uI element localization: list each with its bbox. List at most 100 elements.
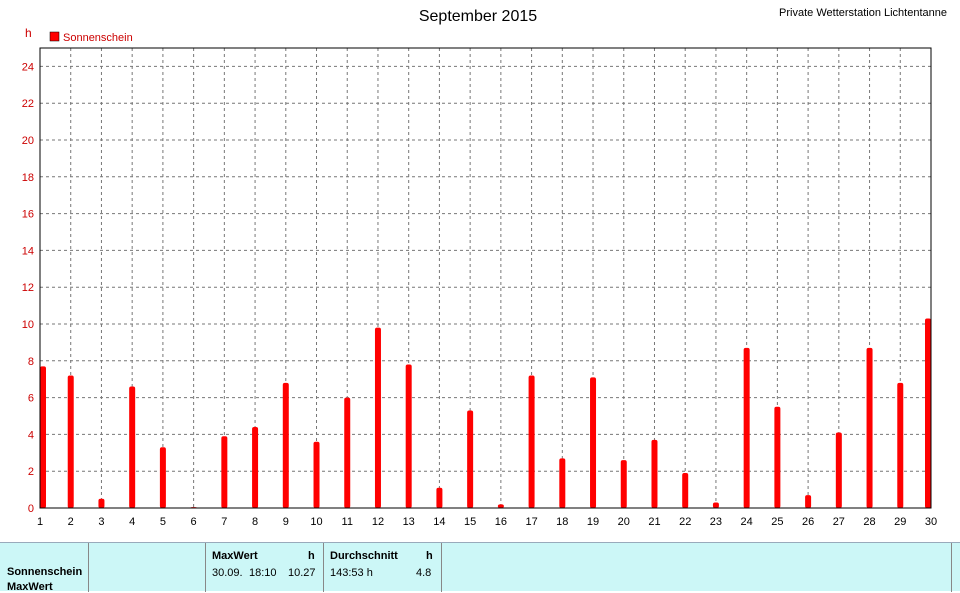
x-tick-label: 14 xyxy=(433,516,445,528)
x-tick-label: 12 xyxy=(372,516,384,528)
sunshine-bar xyxy=(497,504,504,508)
stats-filler-cell xyxy=(442,543,952,592)
y-tick-label: 22 xyxy=(22,98,34,110)
sunshine-bar xyxy=(282,382,289,508)
sunshine-bar xyxy=(467,410,474,508)
max-unit: h xyxy=(308,550,315,562)
y-tick-label: 4 xyxy=(28,429,34,441)
x-tick-label: 10 xyxy=(310,516,322,528)
chart-title: September 2015 xyxy=(419,8,537,25)
sunshine-bar xyxy=(835,432,842,508)
sunshine-bar xyxy=(925,318,931,508)
x-tick-label: 3 xyxy=(98,516,104,528)
stats-row-label-sunshine: Sonnenschein xyxy=(7,566,83,578)
stats-max-cell: MaxWert h 30.09. 18:10 10.27 xyxy=(206,543,324,592)
y-tick-label: 10 xyxy=(22,319,34,331)
x-tick-label: 27 xyxy=(833,516,845,528)
x-tick-label: 4 xyxy=(129,516,135,528)
sunshine-bar xyxy=(774,406,781,508)
sunshine-bar xyxy=(866,347,873,508)
sunshine-chart: September 2015 Private Wetterstation Lic… xyxy=(22,7,947,528)
stats-panel: Sonnenschein MaxWert MaxWert h 30.09. 18… xyxy=(0,542,960,593)
y-tick-label: 16 xyxy=(22,209,34,221)
sunshine-bar xyxy=(313,441,320,508)
sunshine-bar xyxy=(712,502,719,508)
legend-label: Sonnenschein xyxy=(63,32,133,44)
x-tick-label: 19 xyxy=(587,516,599,528)
sunshine-bar xyxy=(559,458,566,508)
x-tick-label: 26 xyxy=(802,516,814,528)
max-header: MaxWert xyxy=(212,550,258,562)
x-tick-label: 24 xyxy=(741,516,753,528)
x-tick-label: 9 xyxy=(283,516,289,528)
y-tick-label: 24 xyxy=(22,61,34,73)
bar-series xyxy=(40,318,931,509)
station-name: Private Wetterstation Lichtentanne xyxy=(779,7,947,19)
sunshine-bar xyxy=(436,487,443,508)
x-tick-label: 18 xyxy=(556,516,568,528)
max-date: 30.09. xyxy=(212,567,243,579)
x-tick-label: 23 xyxy=(710,516,722,528)
plot-frame xyxy=(39,47,932,509)
x-tick-label: 22 xyxy=(679,516,691,528)
x-tick-label: 15 xyxy=(464,516,476,528)
sunshine-bar xyxy=(98,498,105,508)
max-value: 10.27 xyxy=(288,567,316,579)
x-tick-label: 30 xyxy=(925,516,937,528)
y-tick-label: 0 xyxy=(28,503,34,515)
y-tick-label: 14 xyxy=(22,245,34,257)
sunshine-bar xyxy=(252,427,259,508)
sunshine-bar xyxy=(40,366,46,508)
x-tick-label: 13 xyxy=(403,516,415,528)
x-tick-label: 16 xyxy=(495,516,507,528)
stats-empty-cell xyxy=(89,543,206,592)
y-tick-label: 6 xyxy=(28,393,34,405)
sunshine-bar xyxy=(897,382,904,508)
sunshine-bar xyxy=(590,377,597,508)
sunshine-bar xyxy=(743,347,750,508)
x-axis-ticks: 1 2 3 4 5 6 7 8 9 10 11 12 13 14 15 16 17 18 19 20 21 22 23 24 2… xyxy=(37,516,937,528)
sunshine-bar xyxy=(344,397,351,508)
sunshine-bar xyxy=(67,375,74,508)
sunshine-bar xyxy=(620,460,627,508)
x-tick-label: 6 xyxy=(191,516,197,528)
x-tick-label: 7 xyxy=(221,516,227,528)
sunshine-bar xyxy=(129,386,136,508)
y-tick-label: 18 xyxy=(22,172,34,184)
y-tick-label: 12 xyxy=(22,282,34,294)
x-tick-label: 8 xyxy=(252,516,258,528)
x-tick-label: 5 xyxy=(160,516,166,528)
sunshine-bar xyxy=(159,447,166,508)
grid-lines xyxy=(40,48,931,508)
avg-header: Durchschnitt xyxy=(330,550,398,562)
sunshine-bar xyxy=(805,495,812,508)
stats-row-label-maxwert: MaxWert xyxy=(7,581,53,593)
x-tick-label: 11 xyxy=(342,516,353,528)
y-tick-label: 2 xyxy=(28,466,34,478)
x-tick-label: 25 xyxy=(771,516,783,528)
stats-row-labels: Sonnenschein MaxWert xyxy=(0,543,89,593)
y-tick-label: 20 xyxy=(22,135,34,147)
x-tick-label: 29 xyxy=(894,516,906,528)
x-tick-label: 28 xyxy=(863,516,875,528)
sunshine-bar xyxy=(682,473,689,508)
sunshine-bar xyxy=(651,439,658,508)
chart-canvas: September 2015 Private Wetterstation Lic… xyxy=(22,7,947,528)
max-time: 18:10 xyxy=(249,567,277,579)
avg-unit: h xyxy=(426,550,433,562)
stats-avg-cell: Durchschnitt h 143:53 h 4.8 xyxy=(324,543,442,592)
x-tick-label: 17 xyxy=(525,516,537,528)
x-tick-label: 2 xyxy=(68,516,74,528)
sunshine-bar xyxy=(221,436,228,508)
y-tick-label: 8 xyxy=(28,356,34,368)
avg-total: 143:53 h xyxy=(330,567,373,579)
legend-swatch xyxy=(49,31,60,42)
y-axis-unit: h xyxy=(25,26,32,40)
sunshine-bar xyxy=(405,364,412,508)
x-tick-label: 20 xyxy=(618,516,630,528)
sunshine-bar xyxy=(528,375,535,508)
x-tick-label: 21 xyxy=(648,516,660,528)
x-tick-label: 1 xyxy=(37,516,43,528)
avg-value: 4.8 xyxy=(416,567,432,579)
